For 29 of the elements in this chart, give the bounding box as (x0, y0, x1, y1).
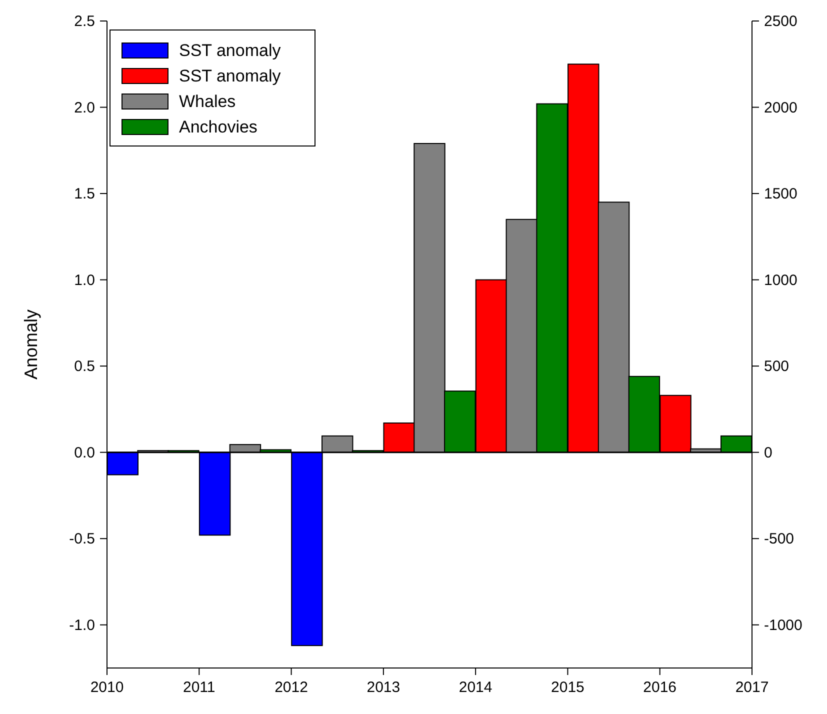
y-tick-label: 1.5 (74, 186, 95, 203)
y2-tick-label: -500 (764, 530, 794, 548)
y2-tick-label: 1500 (764, 186, 798, 203)
x-tick-label: 2014 (458, 679, 492, 696)
y2-tick-label: -1000 (764, 616, 802, 634)
y2-tick-label: 2000 (764, 99, 798, 116)
x-tick-label: 2011 (183, 679, 216, 696)
x-tick-label: 2017 (735, 679, 769, 696)
legend-label: SST anomaly (179, 66, 282, 86)
legend-label: Anchovies (179, 118, 258, 136)
x-tick-label: 2015 (551, 679, 584, 696)
x-tick-label: 2016 (643, 679, 677, 696)
x-tick-label: 2010 (90, 679, 124, 696)
x-tick-label: 2012 (274, 679, 308, 696)
y-tick-label: 2.0 (74, 99, 95, 116)
y-axis-title: Anomaly (21, 309, 41, 380)
y-tick-label: 1.0 (74, 272, 95, 289)
y2-tick-label: 0 (764, 444, 772, 462)
y2-tick-label: 2500 (764, 13, 798, 30)
legend-label: Whales (179, 92, 236, 111)
legend-label: SST anomaly (179, 41, 282, 60)
y-tick-label: -0.5 (69, 530, 95, 548)
y2-tick-label: 1000 (764, 272, 798, 289)
x-tick-label: 2013 (366, 679, 400, 696)
y-tick-label: 2.5 (74, 13, 95, 30)
y-tick-label: 0.0 (74, 444, 95, 462)
y2-tick-label: 500 (764, 358, 790, 376)
y-tick-label: 0.5 (74, 358, 95, 376)
y-tick-label: -1.0 (69, 616, 95, 634)
